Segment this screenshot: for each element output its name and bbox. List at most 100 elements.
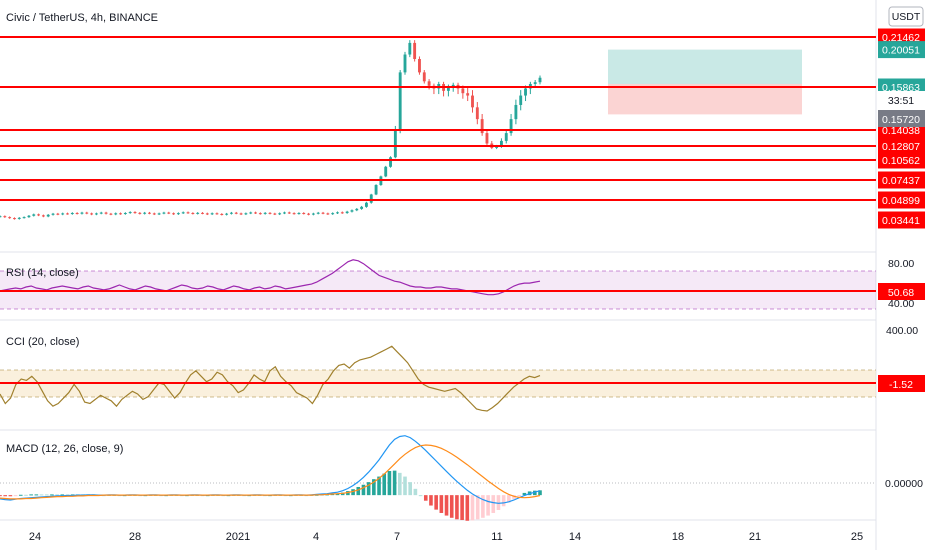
- candle-body: [369, 194, 373, 203]
- macd-histogram-bar: [372, 479, 376, 496]
- candle-body: [51, 213, 55, 215]
- macd-histogram-bar: [413, 488, 418, 496]
- candle-body: [75, 213, 79, 215]
- macd-histogram-bar: [444, 495, 449, 516]
- price-tag: [878, 151, 925, 169]
- candle-body: [273, 213, 277, 215]
- horizontal-levels[interactable]: [0, 36, 876, 201]
- candle-body: [234, 212, 238, 214]
- candle-body: [398, 72, 402, 131]
- candle-body: [509, 119, 513, 134]
- candle-body: [176, 213, 180, 215]
- long-position-stop-zone[interactable]: [608, 83, 802, 115]
- candle-body: [94, 213, 98, 215]
- candle-body: [13, 218, 16, 220]
- rsi-tick-80: 80.00: [888, 258, 914, 270]
- candle-body: [355, 208, 359, 211]
- candle-body: [485, 133, 489, 144]
- candle-body: [109, 213, 113, 215]
- candle-body: [138, 212, 142, 214]
- price-tag: [878, 171, 925, 189]
- candle-body: [22, 217, 26, 219]
- candle-body: [148, 212, 151, 214]
- candle-body: [239, 213, 243, 215]
- candle-body: [46, 214, 50, 217]
- macd-histogram-bar: [449, 495, 454, 518]
- candle-body: [316, 212, 320, 214]
- candle-body: [340, 212, 344, 214]
- macd-histogram-bar: [538, 490, 542, 496]
- macd-histogram-bar: [24, 494, 28, 496]
- price-tag: [878, 137, 925, 155]
- time-label: 2021: [226, 531, 250, 543]
- candle-body: [220, 213, 224, 215]
- candle-body: [80, 212, 84, 214]
- macd-histogram-bar: [465, 495, 470, 521]
- candle-body: [446, 86, 450, 91]
- last-price-tag: [878, 110, 925, 127]
- currency-button[interactable]: [888, 6, 924, 27]
- candle-body: [215, 213, 219, 215]
- candle-body: [196, 212, 200, 214]
- long-position-target-zone[interactable]: [608, 49, 802, 84]
- candle-body: [475, 107, 479, 120]
- candle-body: [27, 215, 31, 218]
- candle-body: [162, 212, 166, 214]
- price-label: 0.20051: [882, 45, 920, 57]
- candle-body: [427, 81, 431, 86]
- candle-body: [152, 213, 156, 215]
- time-label: 4: [313, 531, 319, 543]
- candle-body: [519, 95, 523, 105]
- rsi-value: 50.68: [888, 287, 914, 299]
- macd-histogram-bar: [460, 495, 464, 521]
- macd-histogram-bar: [13, 495, 18, 497]
- macd-histogram-bar: [475, 495, 480, 520]
- candle-body: [413, 42, 417, 59]
- time-label: 21: [749, 531, 761, 543]
- macd-histogram-bar: [470, 495, 475, 521]
- candle-body: [61, 213, 65, 215]
- candle-body: [17, 217, 21, 219]
- candle-body: [70, 213, 74, 215]
- candle-body: [210, 213, 214, 215]
- price-label: 0.04899: [882, 195, 920, 207]
- candle-body: [114, 213, 118, 215]
- candle-body: [258, 213, 262, 215]
- candle-body: [326, 213, 330, 215]
- candle-body: [278, 213, 282, 215]
- cci-line: [0, 345, 541, 412]
- candle-body: [321, 212, 325, 214]
- time-axis[interactable]: 24 28 2021 4 7 11 14 18 21 25: [29, 531, 863, 543]
- candle-body: [85, 212, 89, 214]
- symbol-title: Civic / TetherUS, 4h, BINANCE: [6, 12, 158, 24]
- candle-body: [311, 213, 315, 215]
- candle-body: [292, 213, 296, 215]
- cci-legend: CCI (20, close): [6, 336, 79, 348]
- macd-histogram-bar: [60, 494, 65, 496]
- candle-body: [495, 146, 499, 148]
- time-label: 25: [851, 531, 863, 543]
- candle-body: [533, 82, 537, 84]
- cci-value: -1.52: [889, 379, 913, 391]
- macd-histogram-bar: [408, 482, 412, 496]
- macd-histogram-bar: [392, 470, 397, 496]
- candle-body: [297, 213, 301, 215]
- candle-body: [205, 213, 209, 215]
- rsi-value-tag: [878, 283, 925, 300]
- candle-body: [157, 213, 161, 215]
- candle-body: [186, 212, 190, 214]
- macd-histogram-bar: [361, 484, 366, 496]
- candle-body: [393, 130, 397, 158]
- macd-histogram-bar: [486, 495, 490, 516]
- candle-body: [66, 213, 69, 215]
- candle-body: [128, 212, 132, 214]
- time-label: 28: [129, 531, 141, 543]
- candle-body: [225, 213, 229, 215]
- candle-body: [143, 212, 147, 214]
- time-label: 18: [672, 531, 684, 543]
- candle-body: [133, 212, 137, 214]
- candle-body: [422, 72, 426, 82]
- macd-histogram-bar: [39, 494, 44, 496]
